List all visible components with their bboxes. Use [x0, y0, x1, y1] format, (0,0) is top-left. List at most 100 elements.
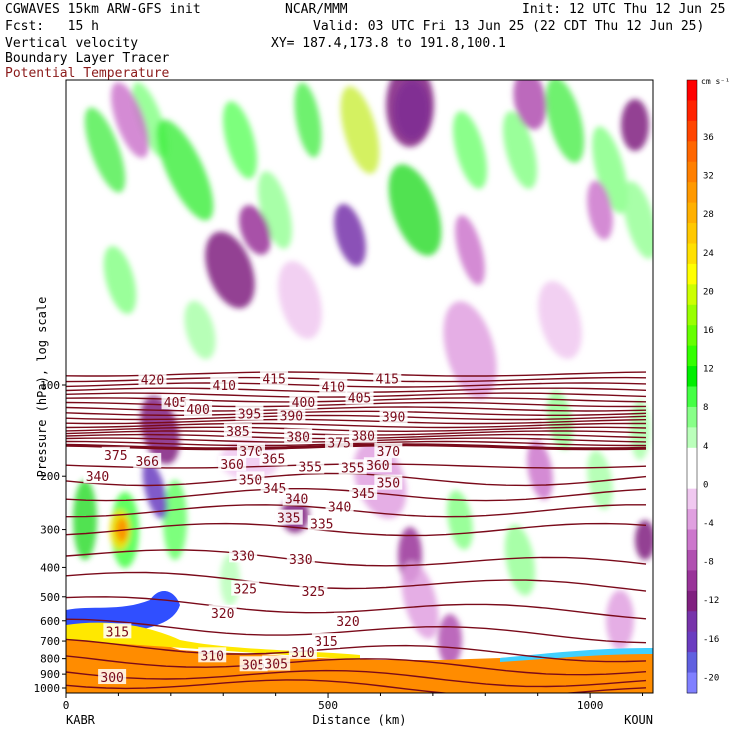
theta-label: 315 [106, 625, 129, 640]
theta-label: 395 [238, 407, 261, 422]
colorbar-tick-label: 4 [703, 442, 708, 452]
theta-label: 366 [135, 455, 158, 470]
header-source: NCAR/MMM [285, 2, 348, 17]
theta-label: 400 [292, 396, 315, 411]
theta-label-bg [363, 457, 392, 473]
colorbar-swatch [687, 304, 697, 326]
velocity-blob [622, 181, 653, 259]
theta-label: 305 [242, 658, 265, 673]
theta-label-bg [374, 442, 403, 458]
y-tick-label: 1000 [34, 682, 61, 695]
velocity-blob [222, 101, 258, 179]
theta-label-bg [373, 370, 402, 386]
colorbar-tick-label: -8 [703, 558, 714, 568]
theta-contour [66, 414, 647, 421]
velocity-blob [538, 281, 582, 359]
theta-label-bg [161, 394, 190, 410]
colorbar-tick-label: 28 [703, 210, 714, 220]
velocity-blob [163, 480, 187, 560]
theta-label: 410 [322, 380, 345, 395]
x-tick-label: 0 [63, 699, 70, 712]
colorbar-tick-label: -16 [703, 635, 719, 645]
theta-label: 330 [289, 553, 312, 568]
theta-label: 405 [348, 392, 371, 407]
theta-label-bg [296, 458, 325, 474]
colorbar-swatch [687, 141, 697, 163]
theta-label-bg [235, 405, 264, 421]
colorbar-swatch [687, 590, 697, 612]
header-forecast-hour: Fcst: 15 h [5, 19, 99, 34]
colorbar-tick-label: 24 [703, 249, 714, 259]
colorbar-tick-label: -20 [703, 673, 719, 683]
terrain-fill [66, 660, 653, 693]
theta-label-bg [133, 452, 162, 468]
theta-label: 325 [234, 583, 257, 598]
theta-label-bg [325, 498, 354, 514]
y-tick-label: 100 [40, 379, 60, 392]
velocity-blob [606, 590, 634, 650]
velocity-blob [438, 614, 462, 666]
terrain-and-boundary-layer [66, 590, 653, 693]
colorbar-swatch [687, 120, 697, 142]
theta-label-bg [288, 643, 317, 659]
header-field-1: Vertical velocity [5, 36, 139, 51]
colorbar-swatch [687, 345, 697, 367]
theta-contour [66, 655, 647, 676]
theta-label-bg [274, 509, 303, 525]
theta-label-bg [286, 550, 315, 566]
theta-label-bg [299, 582, 328, 598]
theta-label-bg [184, 400, 213, 416]
theta-label: 390 [280, 409, 303, 424]
colorbar-unit: cm s⁻¹ [701, 77, 730, 86]
velocity-blob [103, 245, 137, 315]
theta-label-bg [98, 669, 127, 685]
theta-contour [66, 596, 647, 620]
theta-label-bg [208, 604, 237, 620]
colorbar-tick-label: 36 [703, 133, 714, 143]
colorbar-swatch [687, 263, 697, 285]
theta-label-bg [374, 474, 403, 490]
header-init-time: Init: 12 UTC Thu 12 Jun 25 [522, 2, 726, 17]
theta-label-bg [349, 427, 378, 443]
theta-label: 380 [286, 431, 309, 446]
velocity-blob [386, 80, 434, 147]
colorbar-swatch [687, 468, 697, 490]
theta-label: 420 [141, 374, 164, 389]
velocity-blob [592, 126, 628, 214]
theta-contour [66, 440, 646, 447]
velocity-blob [621, 99, 649, 151]
theta-label-bg [231, 580, 260, 596]
colorbar-swatch [687, 631, 697, 653]
theta-label: 300 [100, 671, 123, 686]
theta-contour [66, 638, 647, 663]
theta-label-bg [236, 471, 265, 487]
theta-label: 350 [239, 473, 262, 488]
colorbar-swatch [687, 100, 697, 122]
colorbar-tick-label: 16 [703, 326, 714, 336]
y-tick-label: 400 [40, 561, 60, 574]
y-tick-label: 300 [40, 524, 60, 537]
tracer-cyan [500, 648, 653, 662]
velocity-blob [84, 107, 126, 193]
colorbar-swatch [687, 488, 697, 510]
velocity-blob [334, 203, 366, 267]
theta-label-bg [218, 455, 247, 471]
theta-contour [66, 549, 647, 567]
theta-contour [66, 410, 647, 416]
velocity-blob [73, 480, 97, 560]
theta-label: 310 [200, 649, 223, 664]
velocity-blob [630, 400, 650, 460]
theta-label: 370 [377, 445, 400, 460]
theta-label: 325 [302, 585, 325, 600]
velocity-blob [513, 80, 547, 130]
colorbar-swatch [687, 243, 697, 265]
colorbar-tick-label: 0 [703, 480, 708, 490]
theta-label: 380 [351, 430, 374, 445]
colorbar-swatch [687, 182, 697, 204]
colorbar-swatch [687, 284, 697, 306]
theta-label: 355 [298, 461, 321, 476]
theta-label: 410 [213, 379, 236, 394]
velocity-blob [635, 520, 653, 560]
theta-label: 320 [336, 615, 359, 630]
